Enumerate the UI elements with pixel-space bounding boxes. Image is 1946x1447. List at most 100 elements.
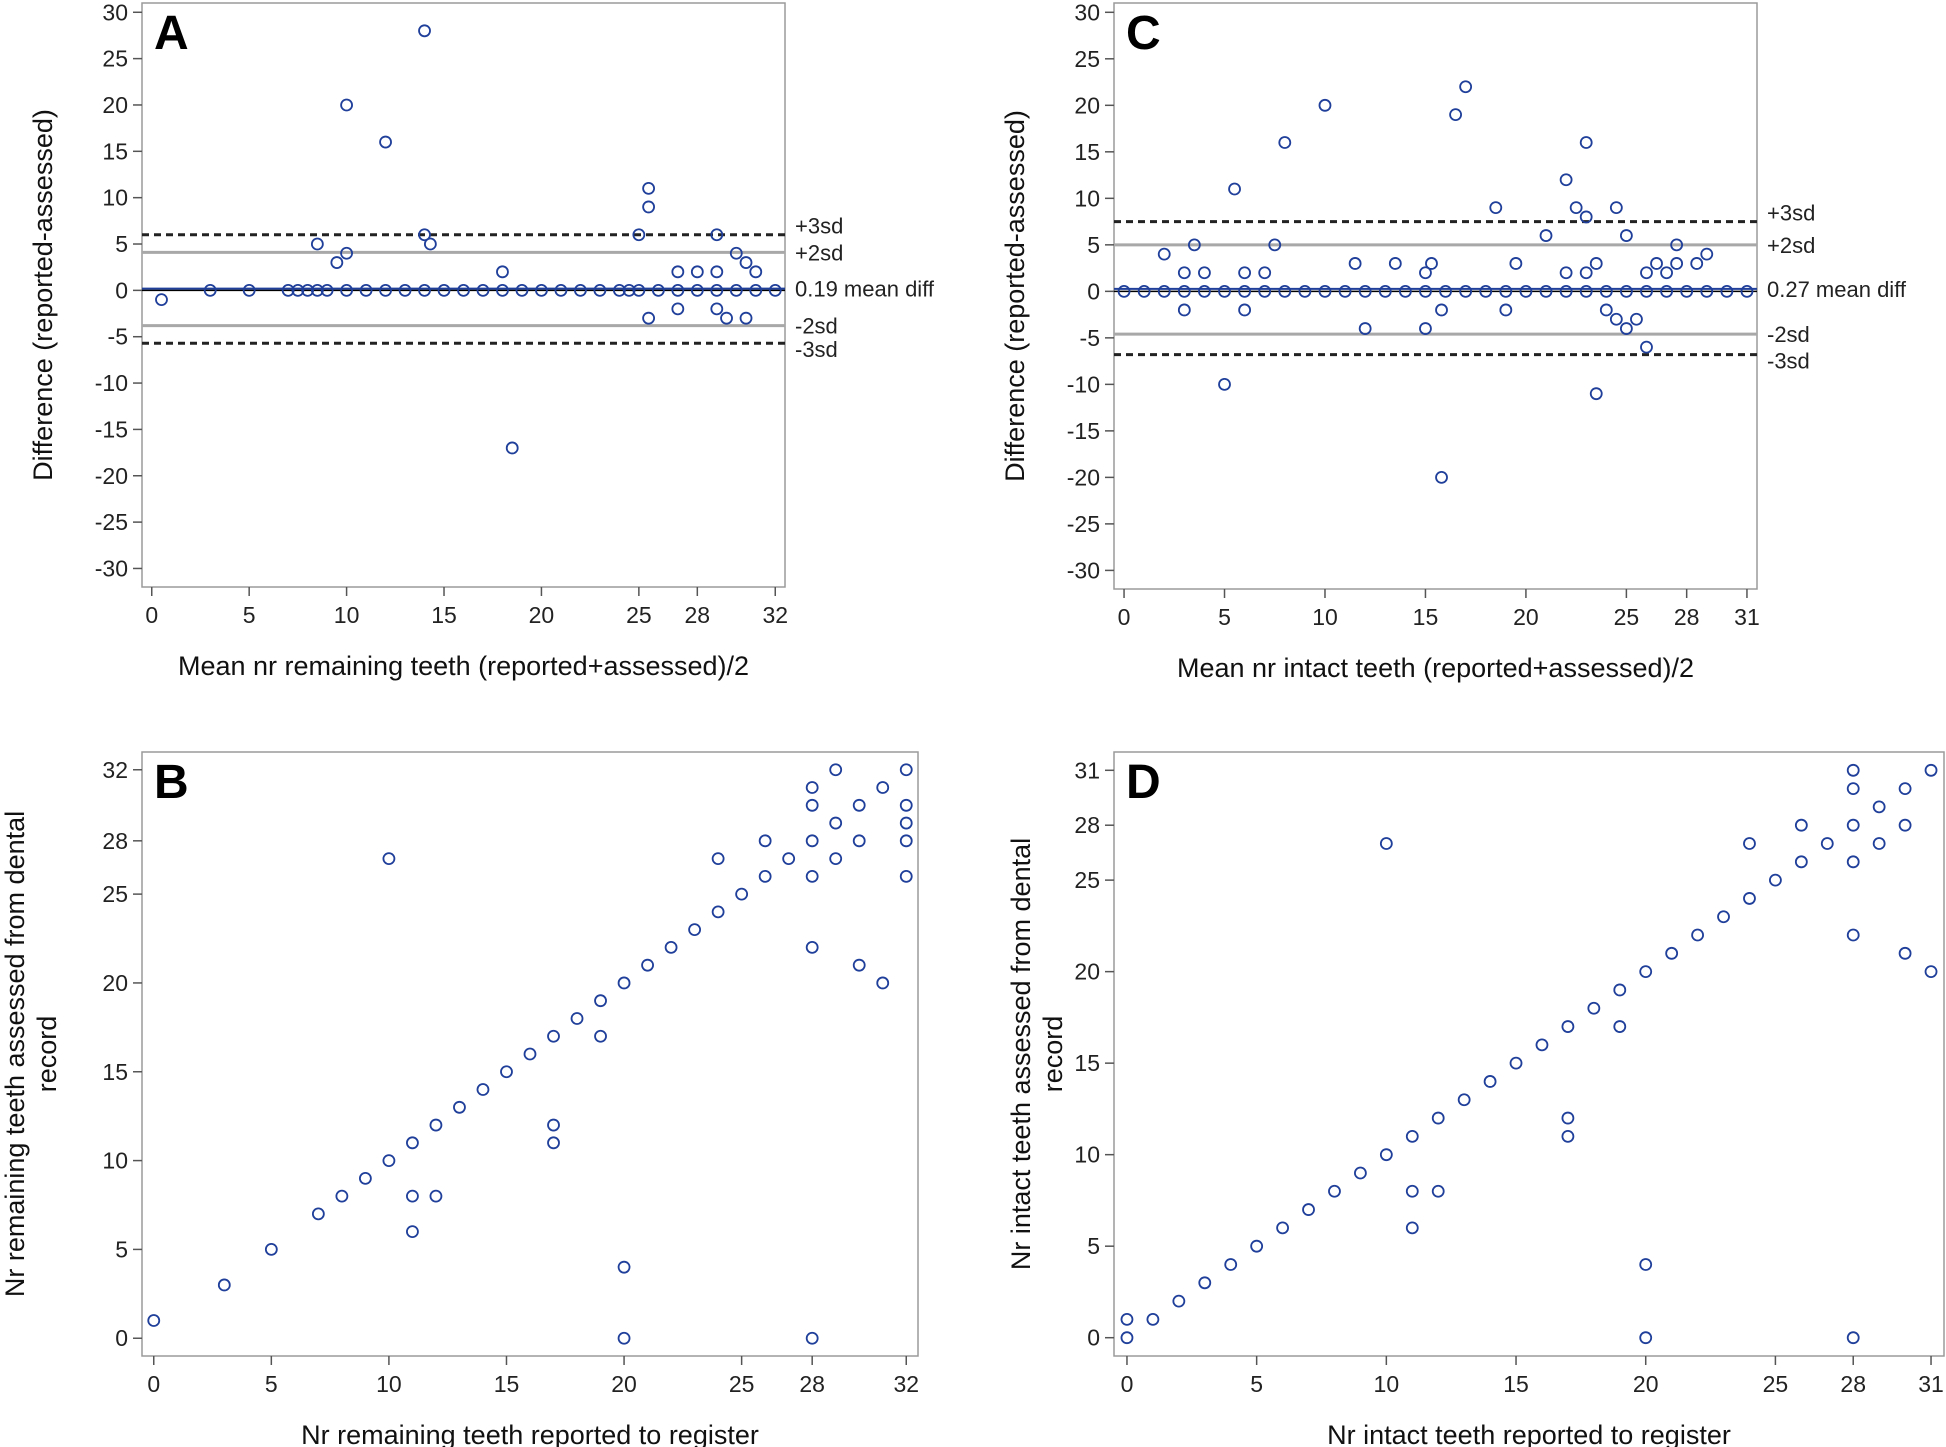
data-point	[340, 98, 353, 112]
x-tick-label: 28	[685, 602, 711, 628]
data-point	[711, 852, 725, 865]
data-point	[310, 283, 324, 297]
data-point	[641, 958, 654, 972]
data-point	[398, 283, 412, 297]
data-point	[547, 1029, 560, 1043]
data-point	[758, 869, 772, 883]
data-point	[1137, 284, 1151, 298]
data-point	[664, 941, 678, 954]
data-point	[147, 1314, 161, 1327]
data-point	[671, 302, 685, 316]
data-point	[671, 265, 685, 279]
data-point	[1700, 284, 1714, 298]
data-point	[1499, 303, 1513, 317]
data-point	[1559, 173, 1573, 187]
y-tick-label: -20	[1067, 464, 1100, 490]
y-tick-label: 5	[115, 231, 128, 257]
data-point	[1665, 946, 1679, 960]
data-point	[335, 1189, 349, 1203]
data-point	[1519, 284, 1533, 298]
data-point	[1379, 1148, 1393, 1162]
y-tick-label: 25	[102, 881, 128, 907]
data-point	[311, 1207, 325, 1221]
y-tick-label: 32	[102, 757, 128, 783]
data-point	[301, 283, 315, 297]
data-point	[1579, 210, 1593, 224]
data-point	[1561, 1129, 1575, 1143]
x-tick-label: 25	[1614, 604, 1640, 630]
reference-line-label: -3sd	[1767, 349, 1810, 374]
data-point	[1717, 910, 1730, 924]
data-point	[612, 283, 626, 297]
y-tick-label: -20	[95, 463, 128, 489]
data-point	[476, 1083, 490, 1096]
data-point	[768, 283, 782, 297]
data-point	[547, 1136, 560, 1150]
data-point	[1378, 284, 1392, 298]
data-point	[1794, 855, 1808, 869]
data-point	[1224, 1258, 1238, 1271]
data-point	[1609, 312, 1623, 326]
y-tick-label: 10	[1074, 185, 1100, 211]
x-tick-label: 28	[1840, 1371, 1866, 1397]
data-point	[1599, 284, 1613, 298]
y-tick-label: 0	[1087, 278, 1100, 304]
data-point	[1318, 284, 1332, 298]
data-point	[1431, 1184, 1445, 1198]
x-tick-label: 20	[611, 1371, 637, 1397]
data-point	[710, 283, 724, 297]
reference-line-label: 0.19 mean diff	[795, 277, 935, 302]
data-point	[690, 265, 704, 279]
data-point	[1379, 837, 1393, 850]
data-point	[1820, 837, 1834, 850]
data-point	[570, 1012, 584, 1025]
y-tick-label: -10	[95, 370, 128, 396]
data-point	[406, 1136, 419, 1150]
y-tick-label: 15	[1074, 1050, 1100, 1076]
data-point	[1439, 284, 1452, 298]
data-point	[418, 228, 431, 242]
data-point	[739, 256, 753, 269]
data-point	[453, 1100, 466, 1114]
data-point	[805, 834, 819, 848]
y-tick-label: 15	[102, 138, 128, 164]
x-tick-label: 20	[1633, 1371, 1659, 1397]
data-point	[710, 265, 724, 279]
data-point	[1639, 1258, 1653, 1271]
x-tick-label: 5	[1250, 1371, 1263, 1397]
x-axis-label: Nr remaining teeth reported to register	[301, 1420, 759, 1447]
data-point	[651, 283, 665, 297]
x-tick-label: 28	[799, 1371, 825, 1397]
data-point	[617, 976, 631, 990]
data-point	[852, 834, 866, 848]
data-point	[1630, 312, 1643, 326]
data-point	[1198, 266, 1211, 280]
data-point	[805, 941, 819, 954]
data-point	[899, 798, 913, 812]
x-tick-label: 15	[1413, 604, 1439, 630]
plot-frame	[1113, 751, 1945, 1357]
data-point	[876, 976, 890, 990]
plot-frame	[141, 2, 786, 588]
data-point	[739, 311, 753, 325]
data-point	[642, 311, 656, 325]
x-tick-label: 5	[1218, 604, 1231, 630]
data-point	[1318, 98, 1332, 112]
x-tick-label: 25	[729, 1371, 755, 1397]
data-point	[1660, 266, 1673, 280]
data-point	[1898, 946, 1912, 960]
y-tick-label: 30	[1074, 0, 1100, 25]
y-tick-label: -15	[95, 416, 128, 442]
data-point	[523, 1047, 537, 1061]
reference-line-label: -2sd	[795, 314, 838, 339]
x-axis-label: Mean nr remaining teeth (reported+assess…	[178, 651, 749, 681]
data-point	[899, 834, 913, 848]
data-point	[1435, 470, 1448, 484]
data-point	[1579, 136, 1593, 149]
data-point	[729, 246, 743, 260]
x-tick-label: 28	[1674, 604, 1700, 630]
panel-label: A	[154, 7, 189, 60]
data-point	[1218, 284, 1231, 298]
chart-panel-c: 0 5 10 15 20 25 28 31 30 25 20 15 10 5 0 -5 -10 -15 -20 -25…	[1000, 0, 1907, 683]
data-point	[1157, 284, 1171, 298]
